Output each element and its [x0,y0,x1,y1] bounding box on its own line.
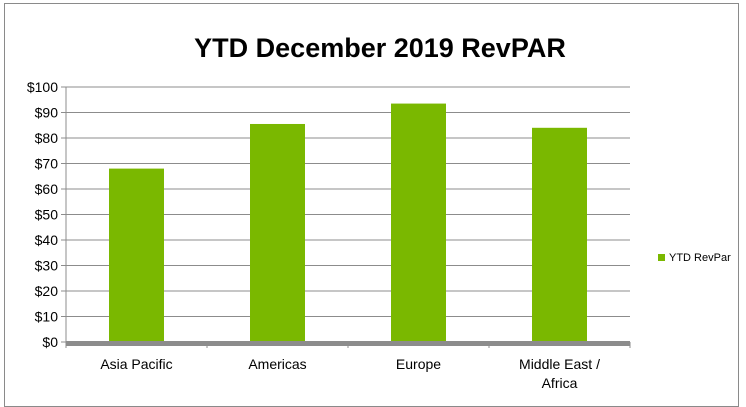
x-category-label: Asia Pacific [100,356,172,372]
bars [109,103,587,342]
y-tick-label: $80 [35,130,59,146]
bar [391,103,446,342]
y-tick-label: $40 [35,232,59,248]
y-tick-label: $30 [35,258,59,274]
bar [250,123,305,342]
legend-label: YTD RevPar [669,252,731,264]
chart-title: YTD December 2019 RevPAR [194,33,566,63]
legend-swatch [658,254,665,261]
y-tick-label: $100 [27,79,58,95]
x-category-label: Africa [542,375,578,391]
x-category-label: Europe [396,356,441,372]
x-category-label: Americas [248,356,306,372]
y-tick-label: $70 [35,156,59,172]
x-category-label: Middle East / [519,356,600,372]
legend: YTD RevPar [658,252,731,264]
bar [109,168,164,342]
y-tick-label: $20 [35,283,59,299]
bar [532,127,587,342]
y-axis-ticks: $0 $10 $20 $30 $40 $50 $60 $70 $80 $90 $100 [27,79,66,350]
y-tick-label: $10 [35,309,59,325]
x-axis [65,87,631,348]
x-axis-labels: Asia Pacific Americas Europe Middle East / A… [100,356,600,391]
y-tick-label: $60 [35,181,59,197]
y-tick-label: $50 [35,207,59,223]
y-tick-label: $0 [42,334,58,350]
y-tick-label: $90 [35,105,59,121]
